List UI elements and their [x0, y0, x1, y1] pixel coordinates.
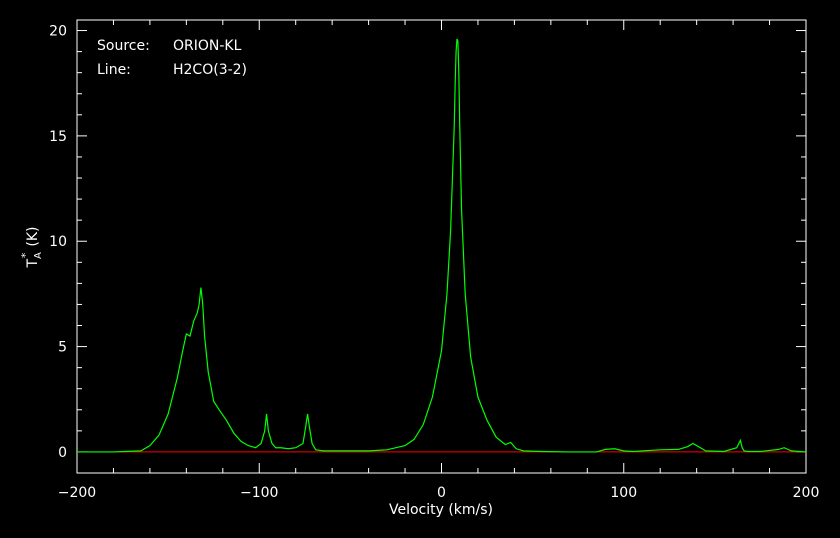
y-tick-label: 0 — [58, 445, 67, 461]
spectrum-line — [77, 38, 807, 453]
plot-frame — [76, 19, 807, 474]
x-tick-label: 0 — [437, 485, 446, 501]
x-axis-title: Velocity (km/s) — [389, 502, 493, 518]
svg-text:TA*(K): TA* (K) — [19, 226, 44, 268]
x-tick-label: −200 — [58, 485, 96, 501]
annotation-line-key: Line: — [97, 62, 131, 78]
y-tick-label: 20 — [49, 24, 67, 40]
annotation-source-key: Source: — [97, 38, 150, 54]
y-axis-title: TA* (K) — [19, 226, 44, 268]
y-axis-title-main: T — [25, 259, 41, 269]
y-tick-label: 10 — [49, 234, 67, 250]
y-axis-title-sub: A — [33, 252, 44, 259]
y-tick-label: 5 — [58, 340, 67, 356]
annotation-source-value: ORION-KL — [173, 38, 242, 54]
axis-ticks — [76, 20, 807, 474]
x-tick-label: 200 — [793, 485, 820, 501]
annotation-line-value: H2CO(3-2) — [173, 62, 247, 78]
x-tick-label: 100 — [610, 485, 637, 501]
y-tick-label: 15 — [49, 129, 67, 145]
x-tick-label: −100 — [240, 485, 278, 501]
y-axis-title-unit: (K) — [25, 226, 41, 246]
y-axis-title-sup: * — [19, 252, 32, 258]
axis-tick-labels: −200 −100 0 100 200 0 5 10 15 20 — [49, 24, 819, 501]
